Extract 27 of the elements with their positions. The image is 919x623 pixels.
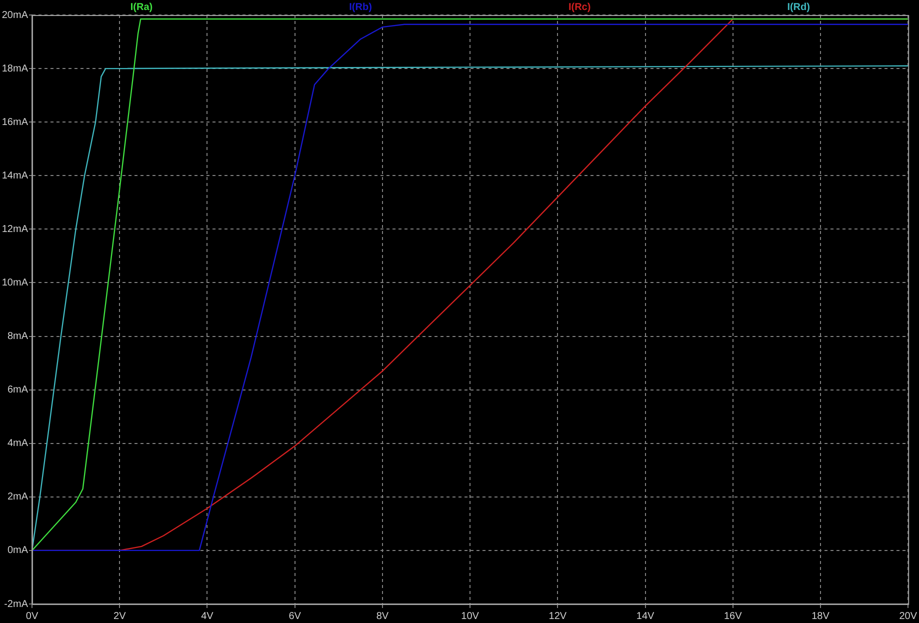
y-tick-label: 4mA — [7, 438, 28, 450]
y-tick-label: 14mA — [2, 170, 28, 182]
y-tick-label: 12mA — [2, 224, 28, 235]
x-tick-label: 6V — [288, 610, 302, 622]
text: I(Rc) — [568, 2, 591, 13]
y-tick-label: 2mA — [7, 492, 28, 503]
y-tick-label: 16mA — [2, 116, 28, 128]
y-tick-label: 6mA — [7, 384, 28, 396]
x-tick-label: 16V — [724, 610, 742, 622]
y-tick-label: 18mA — [2, 63, 28, 74]
series-label: I(Ra) — [130, 2, 153, 13]
x-tick-label: 0V — [26, 610, 38, 622]
y-tick-label: 8mA — [7, 331, 28, 342]
x-tick-label: 18V — [812, 610, 830, 622]
x-tick-label: 20V — [899, 610, 918, 622]
y-tick-label: 20mA — [2, 10, 28, 21]
x-tick-label: 12V — [548, 610, 567, 622]
series-label: I(Rb) — [349, 2, 372, 13]
y-tick-label: -2mA — [4, 598, 28, 610]
text: I(Rd) — [787, 2, 810, 13]
y-tick-label: 10mA — [2, 277, 28, 288]
x-tick-label: 10V — [461, 610, 480, 622]
x-tick-label: 4V — [201, 610, 214, 622]
y-tick-label: 0mA — [7, 545, 28, 556]
x-tick-label: 2V — [113, 610, 126, 622]
x-tick-label: 8V — [376, 610, 389, 622]
x-tick-label: 14V — [636, 610, 654, 622]
